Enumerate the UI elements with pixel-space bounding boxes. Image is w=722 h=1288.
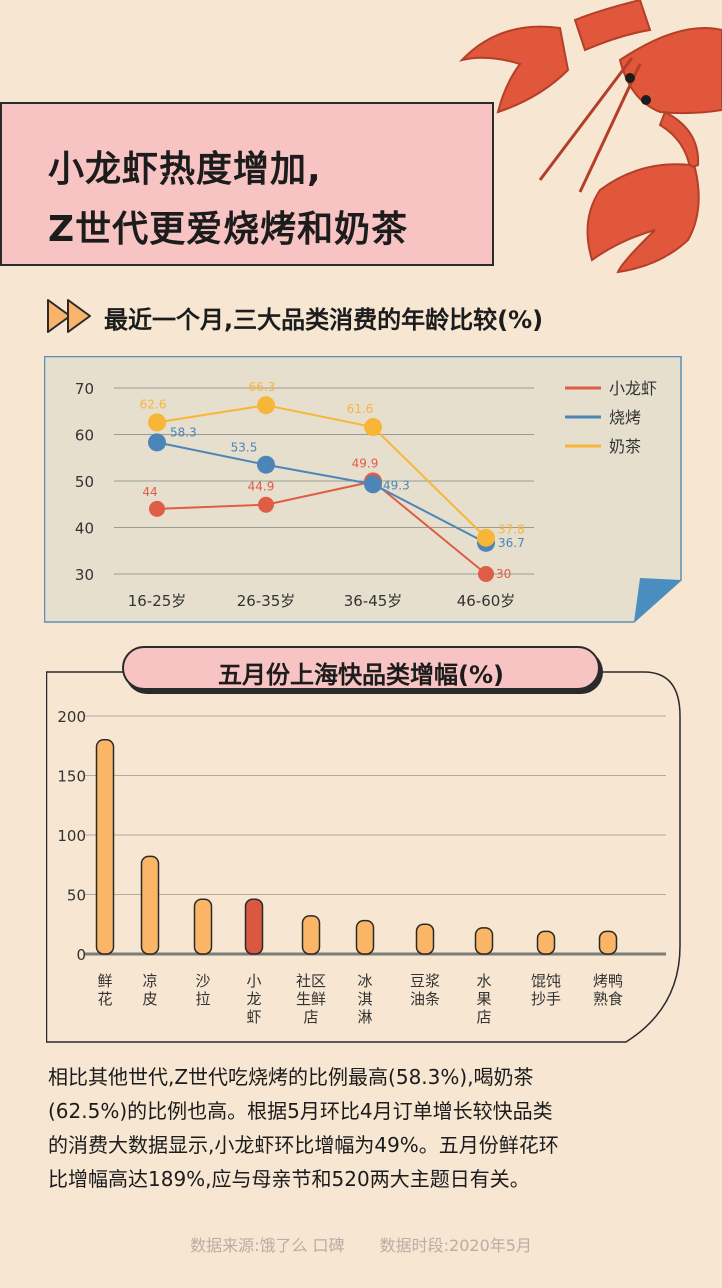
x-tick-label: 冰淇淋: [357, 972, 372, 1026]
bar-沙拉: [193, 898, 213, 955]
data-point: [478, 566, 494, 582]
summary-line: 比增幅高达189%,应与母亲节和520两大主题日有关。: [48, 1167, 530, 1191]
data-label: 61.6: [347, 402, 374, 416]
data-source: 数据来源:饿了么 口碑: [190, 1236, 345, 1255]
data-label: 36.7: [498, 536, 525, 550]
y-tick-label: 70: [75, 380, 94, 398]
title-box: 小龙虾热度增加, Z世代更爱烧烤和奶茶: [0, 102, 494, 266]
bar-烤鸭熟食: [598, 930, 618, 955]
x-tick-label: 16-25岁: [128, 592, 187, 610]
line-chart: 30 40 50 60 70 16-25岁 26-35岁 36-45岁 46-60岁 44 44.…: [44, 356, 682, 623]
summary-line: 的消费大数据显示,小龙虾环比增幅为49%。五月份鲜花环: [48, 1133, 559, 1157]
source-footer: 数据来源:饿了么 口碑 数据时段:2020年5月: [0, 1232, 722, 1256]
line-chart-panel: [44, 356, 682, 623]
x-tick-label: 凉皮: [142, 972, 157, 1008]
data-label: 66.3: [249, 380, 276, 394]
bar-馄饨抄手: [536, 930, 556, 955]
data-point: [364, 418, 382, 437]
bar-chart-title-pill: 五月份上海快品类增幅(%): [122, 646, 600, 690]
y-tick-label: 150: [57, 768, 86, 786]
y-tick-label: 40: [75, 520, 94, 538]
data-point: [258, 496, 274, 513]
bar-社区生鲜店: [301, 915, 321, 955]
y-tick-label: 50: [67, 887, 86, 905]
x-tick-label: 36-45岁: [344, 592, 403, 610]
legend-label: 奶茶: [609, 437, 641, 456]
summary-line: (62.5%)的比例也高。根据5月环比4月订单增长较快品类: [48, 1099, 553, 1123]
data-point: [477, 528, 495, 547]
y-tick-label: 30: [75, 566, 94, 584]
summary-paragraph: 相比其他世代,Z世代吃烧烤的比例最高(58.3%),喝奶茶 (62.5%)的比例…: [48, 1060, 678, 1196]
x-tick-label: 小龙虾: [246, 972, 261, 1026]
legend-label: 烧烤: [609, 408, 641, 427]
x-tick-label: 馄饨抄手: [531, 972, 561, 1008]
x-tick-label: 社区生鲜店: [296, 972, 326, 1026]
summary-line: 相比其他世代,Z世代吃烧烤的比例最高(58.3%),喝奶茶: [48, 1065, 534, 1089]
bar-chart-panel: [46, 671, 681, 1043]
data-label: 58.3: [170, 425, 197, 439]
title-line-2: Z世代更爱烧烤和奶茶: [48, 209, 409, 250]
data-label: 37.8: [498, 523, 525, 537]
bar-水果店: [474, 927, 494, 955]
line-chart-subtitle: 最近一个月,三大品类消费的年龄比较(%): [104, 306, 544, 334]
x-tick-label: 鲜花: [97, 972, 112, 1008]
data-point: [257, 455, 275, 474]
title-line-1: 小龙虾热度增加,: [48, 149, 322, 190]
series-line-烧烤: [156, 441, 487, 544]
fast-forward-icon: [47, 299, 91, 333]
data-label: 49.3: [383, 478, 410, 492]
bar-豆浆油条: [415, 923, 435, 955]
bar-小龙虾: [244, 898, 264, 955]
x-tick-label: 沙拉: [195, 972, 210, 1008]
series-line-小龙虾: [156, 480, 487, 575]
legend-label: 小龙虾: [609, 379, 657, 398]
data-label: 44.9: [248, 480, 275, 494]
data-label: 53.5: [231, 441, 258, 455]
data-point: [257, 396, 275, 415]
bar-凉皮: [140, 855, 160, 955]
x-tick-label: 豆浆油条: [410, 972, 440, 1008]
x-tick-label: 26-35岁: [237, 592, 296, 610]
crayfish-illustration: [458, 0, 722, 274]
data-point: [149, 500, 165, 517]
x-tick-label: 烤鸭熟食: [593, 972, 623, 1008]
x-tick-label: 水果店: [476, 972, 491, 1026]
data-point: [364, 475, 382, 494]
bar-鲜花: [95, 739, 115, 955]
data-period: 数据时段:2020年5月: [379, 1236, 532, 1255]
data-label: 49.9: [352, 456, 379, 470]
data-label: 62.6: [140, 397, 167, 411]
y-tick-label: 50: [75, 473, 94, 491]
y-tick-label: 0: [76, 946, 86, 964]
bar-冰淇淋: [355, 919, 375, 955]
data-label: 30: [496, 567, 511, 581]
bar-chart-title: 五月份上海快品类增幅(%): [218, 661, 504, 689]
y-tick-label: 100: [57, 827, 86, 845]
data-point: [148, 433, 166, 452]
data-label: 44: [142, 485, 157, 499]
y-tick-label: 60: [75, 427, 94, 445]
series-line-奶茶: [156, 404, 487, 539]
data-point: [148, 413, 166, 432]
y-tick-label: 200: [57, 708, 86, 726]
x-tick-label: 46-60岁: [457, 592, 516, 610]
page-fold-corner: [634, 578, 681, 622]
